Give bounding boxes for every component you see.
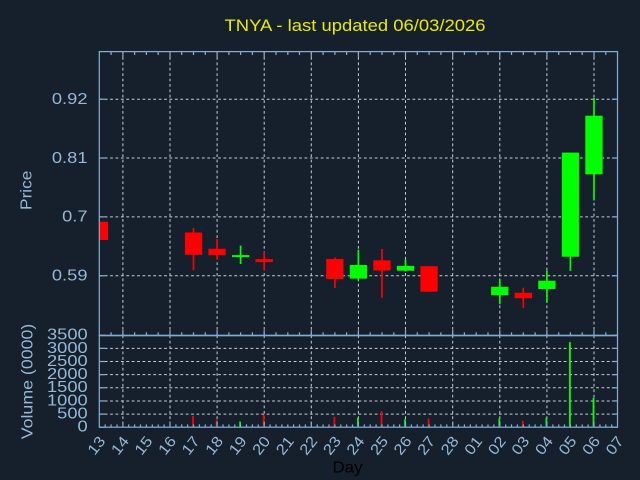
svg-text:3500: 3500 xyxy=(47,327,88,344)
svg-text:Day: Day xyxy=(333,460,363,477)
svg-text:0.81: 0.81 xyxy=(52,150,88,167)
svg-text:1000: 1000 xyxy=(47,392,88,409)
svg-text:3000: 3000 xyxy=(47,340,88,357)
svg-text:0.92: 0.92 xyxy=(52,91,88,108)
svg-text:0.7: 0.7 xyxy=(62,209,88,226)
svg-text:TNYA - last updated 06/03/2026: TNYA - last updated 06/03/2026 xyxy=(225,17,486,35)
svg-text:Price: Price xyxy=(19,171,36,210)
svg-text:1500: 1500 xyxy=(47,379,88,396)
svg-text:2500: 2500 xyxy=(47,353,88,370)
svg-text:Volume (0000): Volume (0000) xyxy=(19,324,36,440)
svg-text:500: 500 xyxy=(57,406,88,423)
svg-text:0: 0 xyxy=(78,419,88,436)
svg-text:0.59: 0.59 xyxy=(52,268,88,285)
svg-text:2000: 2000 xyxy=(47,366,88,383)
